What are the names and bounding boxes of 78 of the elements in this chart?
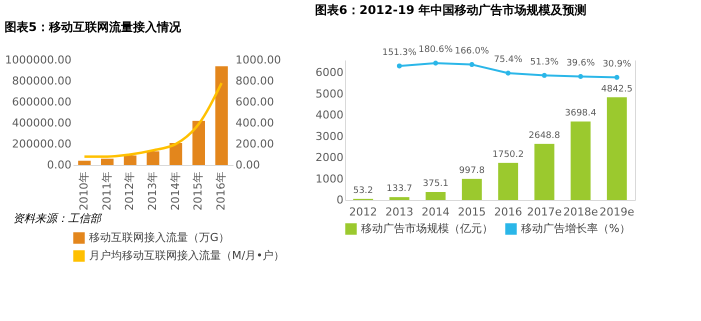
data-label: 133.7 xyxy=(386,184,412,194)
bar xyxy=(534,144,554,200)
point xyxy=(578,74,584,80)
bar xyxy=(389,197,410,200)
point xyxy=(506,70,511,76)
y-tick-label: 0 xyxy=(336,194,344,206)
data-label: 180.6% xyxy=(418,45,454,56)
x-tick-label: 2011年 xyxy=(100,172,114,210)
data-label: 53.2 xyxy=(353,186,374,196)
y2-tick-label: 800.00 xyxy=(236,74,274,88)
y-tick-label: 1000000.00 xyxy=(5,54,72,66)
bar xyxy=(146,151,160,165)
bar xyxy=(462,178,482,200)
y2-tick-label: 0.00 xyxy=(236,158,260,172)
x-tick-label: 2012 xyxy=(349,206,378,218)
point xyxy=(542,72,547,78)
legend-label: 月户均移动互联网接入流量（M/月•户） xyxy=(89,249,285,262)
x-tick-label: 2013年 xyxy=(146,172,159,210)
bar xyxy=(124,156,136,165)
x-tick-label: 2016 xyxy=(494,206,522,218)
data-label: 166.0% xyxy=(454,46,490,57)
line-series xyxy=(83,82,223,158)
data-label: 2648.8 xyxy=(528,130,560,141)
y2-tick-label: 600.00 xyxy=(236,96,274,108)
bar xyxy=(78,160,91,165)
data-label: 3698.4 xyxy=(564,108,597,119)
y-tick-label: 800000.00 xyxy=(12,74,72,88)
y-tick-label: 2000 xyxy=(316,151,344,164)
chart-title: 图表5：移动互联网流量接入情况 xyxy=(4,20,182,34)
y-tick-label: 1000 xyxy=(316,172,344,186)
data-label: 51.3% xyxy=(530,57,560,68)
x-tick-label: 2014年 xyxy=(168,172,182,210)
y-tick-label: 600000.00 xyxy=(12,96,72,108)
bar xyxy=(215,66,228,165)
data-label: 1750.2 xyxy=(492,150,524,160)
bar xyxy=(426,192,446,200)
y-tick-label: 200000.00 xyxy=(12,138,72,150)
data-label: 375.1 xyxy=(422,179,449,190)
data-label: 75.4% xyxy=(494,55,523,66)
x-tick-label: 2015年 xyxy=(192,172,205,210)
data-label: 39.6% xyxy=(566,58,596,69)
y2-tick-label: 400.00 xyxy=(236,116,274,130)
point xyxy=(396,63,402,68)
legend-label: 移动广告增长率（%） xyxy=(521,222,630,235)
y-tick-label: 3000 xyxy=(316,130,344,143)
data-label: 997.8 xyxy=(458,166,486,176)
y-tick-label: 5000 xyxy=(316,87,344,100)
bar xyxy=(101,158,114,165)
x-tick-label: 2019e xyxy=(599,206,634,218)
y-tick-label: 0.00 xyxy=(47,158,72,172)
point xyxy=(614,74,620,80)
y2-tick-label: 200.00 xyxy=(236,138,274,150)
data-label: 30.9% xyxy=(602,59,632,70)
y-tick-label: 400000.00 xyxy=(12,116,72,130)
legend-label: 移动互联网接入流量（万G） xyxy=(89,231,230,244)
bar xyxy=(170,142,182,165)
text: 资料来源：工信部 xyxy=(13,212,103,225)
x-tick-label: 2017e xyxy=(526,206,562,218)
bar xyxy=(570,122,591,200)
y2-tick-label: 1000.00 xyxy=(236,54,281,66)
legend-label: 移动广告市场规模（亿元） xyxy=(361,222,493,235)
x-tick-label: 2014 xyxy=(422,206,450,218)
x-tick-label: 2010年 xyxy=(77,172,90,210)
point xyxy=(469,62,474,68)
data-label: 4842.5 xyxy=(601,84,633,94)
chart-title: 图表6：2012-19 年中国移动广告市场规模及预测 xyxy=(315,3,587,18)
data-label: 151.3% xyxy=(382,48,417,58)
x-tick-label: 2013 xyxy=(385,206,414,218)
y-tick-label: 4000 xyxy=(316,108,344,122)
point xyxy=(433,60,438,66)
bar xyxy=(606,97,627,200)
bar xyxy=(192,120,205,165)
x-tick-label: 2016年 xyxy=(214,172,228,210)
x-tick-label: 2012年 xyxy=(123,172,136,210)
x-tick-label: 2015 xyxy=(458,206,486,218)
y-tick-label: 6000 xyxy=(316,66,344,80)
bar xyxy=(498,162,518,200)
x-tick-label: 2018e xyxy=(563,206,598,218)
